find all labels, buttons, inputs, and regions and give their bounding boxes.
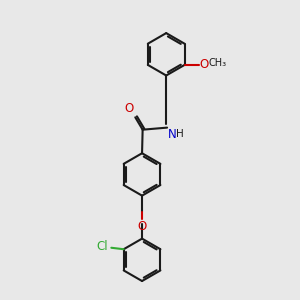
Text: O: O <box>137 220 147 233</box>
Text: H: H <box>176 129 184 140</box>
Text: Cl: Cl <box>96 240 108 253</box>
Text: O: O <box>200 58 209 71</box>
Text: O: O <box>125 102 134 115</box>
Text: CH₃: CH₃ <box>208 58 226 68</box>
Text: N: N <box>168 128 176 141</box>
